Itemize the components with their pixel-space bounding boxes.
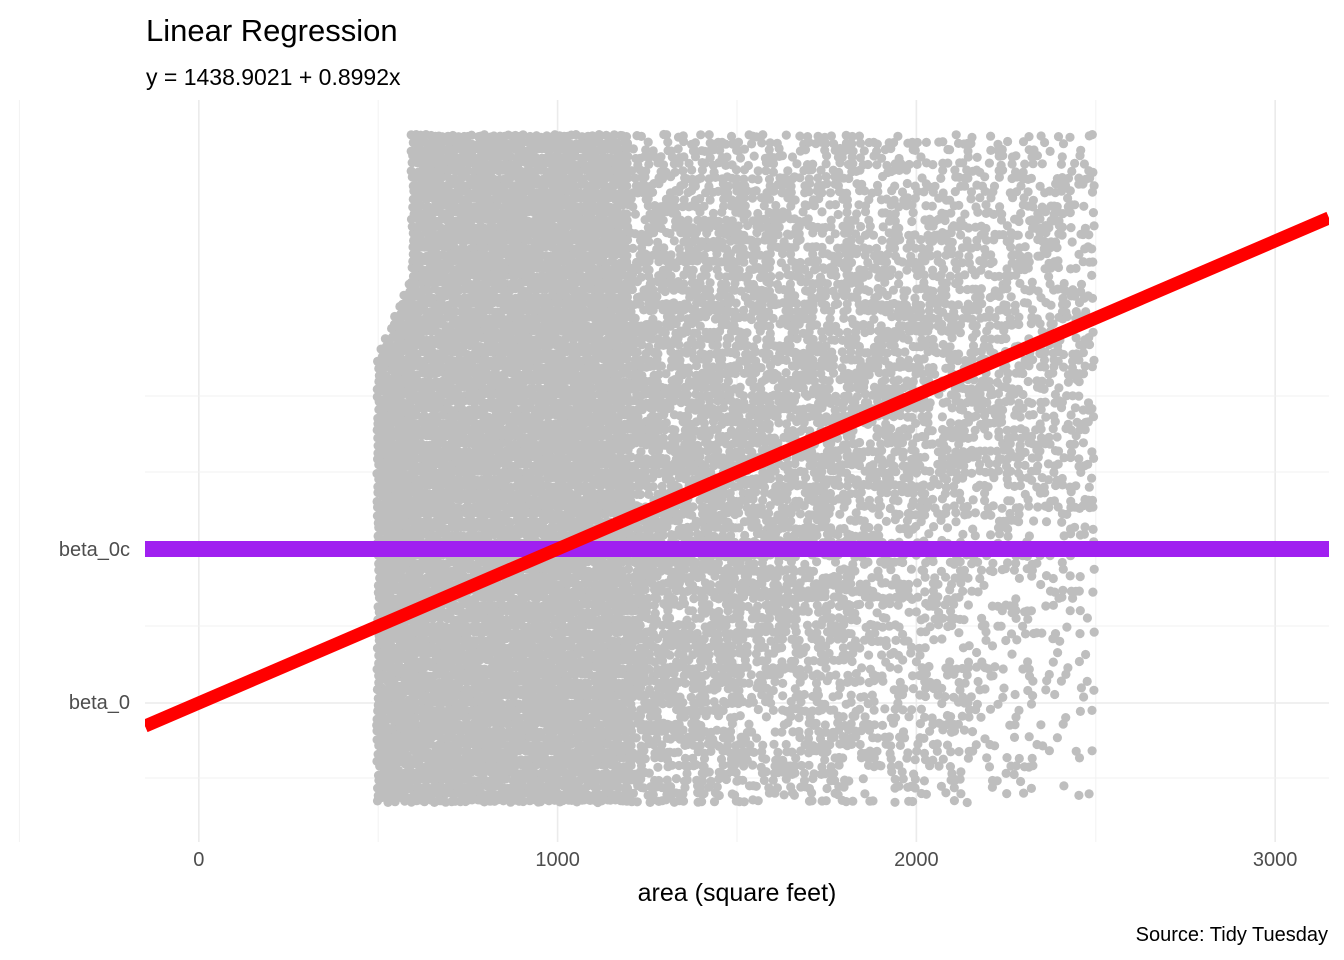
scatter-point-587 bbox=[407, 376, 417, 386]
scatter-point-834 bbox=[415, 761, 425, 772]
scatter-points bbox=[372, 129, 1099, 808]
scatter-point-545 bbox=[402, 750, 412, 760]
chart-title: Linear Regression bbox=[146, 13, 398, 48]
scatter-point-642 bbox=[407, 760, 417, 770]
scatter-point-504 bbox=[402, 461, 412, 471]
chart-subtitle: y = 1438.9021 + 0.8992x bbox=[146, 64, 401, 90]
scatter-point-79 bbox=[376, 451, 386, 461]
scatter-point-690 bbox=[411, 425, 421, 435]
scatter-point-564 bbox=[406, 214, 417, 224]
scatter-point-731 bbox=[411, 713, 421, 723]
